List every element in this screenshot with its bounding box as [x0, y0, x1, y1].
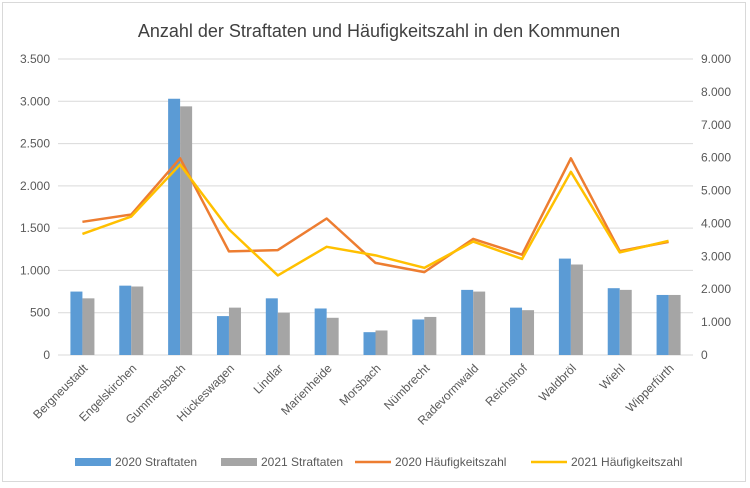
bar-2020	[558, 258, 571, 355]
bar-2021	[570, 264, 583, 355]
left-axis: 0 500 1.000 1.500 2.000 2.500 3.000 3.500	[20, 52, 50, 362]
bar-2020	[314, 308, 327, 355]
left-tick-label: 1.500	[20, 221, 50, 235]
bar-2021	[473, 291, 486, 355]
category-label: Reichshof	[483, 361, 531, 409]
left-tick-label: 3.000	[20, 94, 50, 108]
category-label: Wiehl	[597, 361, 628, 392]
category-label: Wipperfürth	[623, 361, 677, 415]
bar-2020	[656, 294, 669, 355]
left-tick-label: 1.000	[20, 263, 50, 277]
legend-label: 2020 Straftaten	[115, 455, 197, 469]
gridlines	[58, 58, 693, 356]
bar-2021	[180, 106, 193, 355]
right-tick-label: 7.000	[701, 118, 731, 132]
bar-2021	[277, 312, 290, 355]
category-label: Marienheide	[278, 361, 335, 418]
left-tick-label: 2.500	[20, 137, 50, 151]
bar-2020	[412, 319, 425, 355]
left-tick-label: 0	[43, 348, 50, 362]
chart-frame: Anzahl der Straftaten und Häufigkeitszah…	[2, 2, 746, 482]
bar-2021	[326, 317, 339, 355]
bar-2020	[461, 289, 474, 355]
category-label: Morsbach	[336, 361, 383, 408]
right-tick-label: 2.000	[701, 282, 731, 296]
right-tick-label: 1.000	[701, 315, 731, 329]
line-2021-haeufigkeitszahl	[82, 163, 669, 277]
legend-swatch	[221, 458, 257, 466]
bar-2021	[619, 289, 632, 355]
bar-2021	[375, 330, 388, 355]
right-tick-label: 6.000	[701, 151, 731, 165]
left-tick-label: 3.500	[20, 52, 50, 66]
bar-2021	[228, 307, 241, 355]
line-layer	[82, 157, 669, 277]
bar-2021	[668, 294, 681, 355]
bar-2020	[119, 285, 132, 355]
bar-2020	[607, 288, 620, 355]
bar-2020	[168, 98, 181, 356]
left-tick-label: 500	[30, 306, 50, 320]
bar-2021	[424, 316, 437, 355]
bar-layer	[70, 98, 681, 356]
right-tick-label: 0	[701, 348, 708, 362]
bar-2020	[265, 298, 278, 355]
right-tick-label: 5.000	[701, 184, 731, 198]
bar-2021	[522, 310, 535, 355]
chart-title: Anzahl der Straftaten und Häufigkeitszah…	[138, 21, 620, 41]
right-tick-label: 4.000	[701, 216, 731, 230]
category-label: Lindlar	[251, 361, 286, 396]
bar-2021	[82, 298, 95, 355]
legend-label: 2021 Häufigkeitszahl	[571, 455, 682, 469]
bar-2020	[216, 316, 229, 355]
category-axis: BergneustadtEngelskirchenGummersbachHück…	[30, 361, 677, 428]
bar-2020	[510, 307, 523, 355]
right-tick-label: 8.000	[701, 85, 731, 99]
bar-2020	[70, 291, 83, 355]
category-label: Nümbrecht	[381, 361, 433, 413]
legend-swatch	[75, 458, 111, 466]
legend: 2020 Straftaten 2021 Straftaten 2020 Häufi…	[75, 455, 682, 469]
right-tick-label: 3.000	[701, 249, 731, 263]
bar-2020	[363, 332, 376, 355]
bar-2021	[131, 286, 144, 355]
line-2020-haeufigkeitszahl	[82, 157, 669, 274]
category-label: Waldbröl	[536, 361, 579, 404]
right-tick-label: 9.000	[701, 52, 731, 66]
chart-svg: Anzahl der Straftaten und Häufigkeitszah…	[20, 21, 731, 469]
left-tick-label: 2.000	[20, 179, 50, 193]
right-axis: 0 1.000 2.000 3.000 4.000 5.000 6.000 7.000 8.00…	[701, 52, 731, 362]
legend-label: 2021 Straftaten	[261, 455, 343, 469]
legend-label: 2020 Häufigkeitszahl	[395, 455, 506, 469]
